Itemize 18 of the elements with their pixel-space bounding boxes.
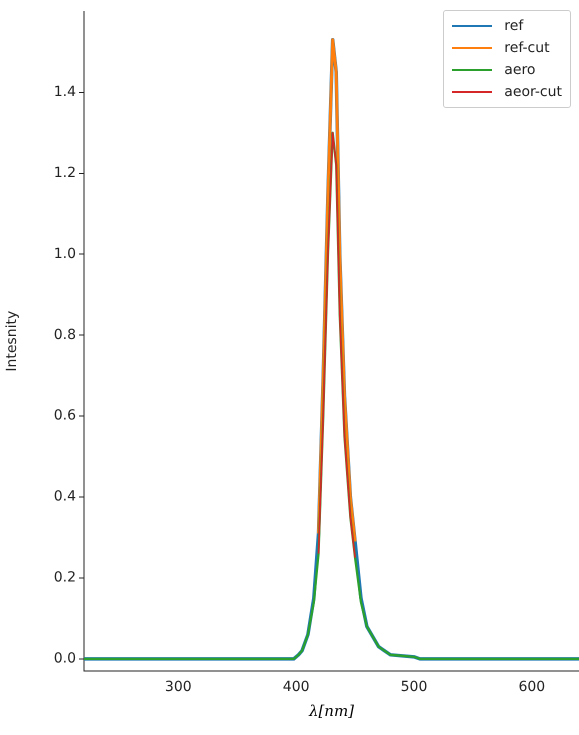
y-tick-label: 0.0 (54, 650, 76, 666)
y-tick-label: 0.4 (54, 488, 76, 505)
y-tick-label: 0.6 (54, 408, 76, 424)
y-tick-label: 0.8 (54, 326, 76, 343)
y-tick-label: 0.2 (54, 570, 76, 586)
x-tick-label: 600 (518, 679, 546, 696)
legend-label: aero (504, 62, 536, 78)
legend-label: aeor-cut (504, 84, 562, 100)
y-tick-label: 1.4 (54, 84, 76, 100)
legend-label: ref (504, 18, 524, 34)
legend-label: ref-cut (504, 40, 550, 56)
y-tick-label: 1.0 (54, 246, 76, 262)
x-tick-label: 400 (282, 679, 310, 696)
x-tick-label: 500 (400, 679, 428, 696)
y-axis-title: Intesnity (4, 310, 20, 372)
y-tick-label: 1.2 (54, 164, 76, 181)
x-tick-label: 300 (164, 679, 192, 696)
x-axis-title: λ[nm] (308, 702, 356, 720)
